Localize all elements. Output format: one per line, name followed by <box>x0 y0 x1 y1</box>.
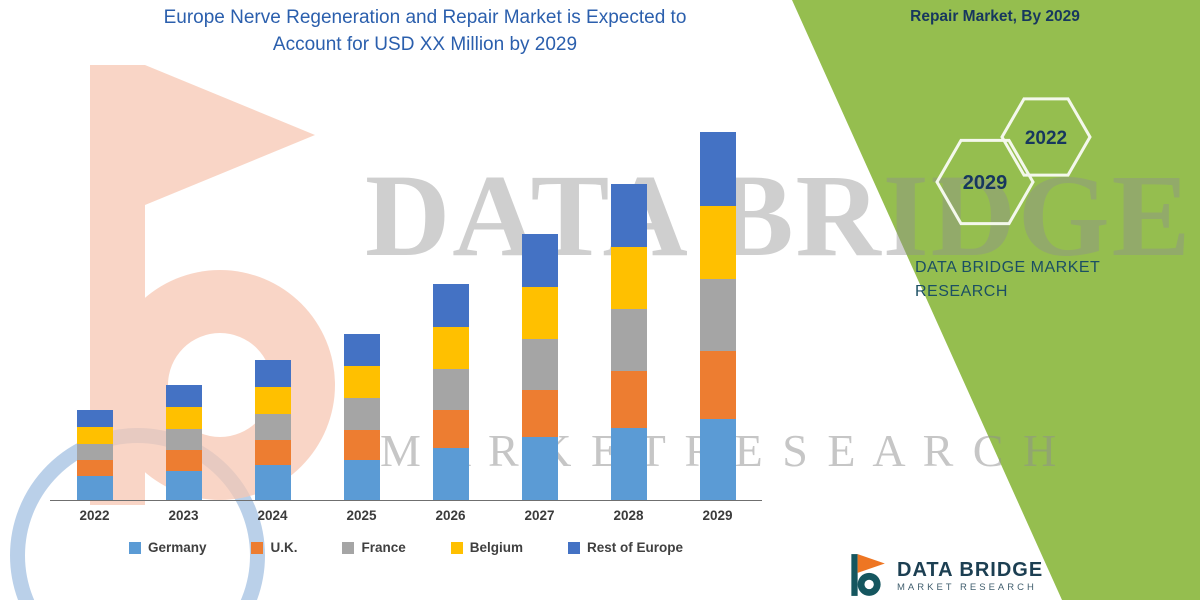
bar-segment-belgium-2029 <box>699 205 736 280</box>
bar-segment-france-2028 <box>610 309 647 372</box>
bar-segment-belgium-2026 <box>432 327 469 370</box>
bar-segment-rest-of-europe-2023 <box>165 384 202 407</box>
footer-logo-brand: DATA BRIDGE <box>897 558 1044 581</box>
bar-2029 <box>699 132 736 500</box>
legend-item-germany: Germany <box>128 540 207 555</box>
footer-logo-b-icon <box>851 554 885 596</box>
bar-2024 <box>254 359 291 500</box>
watermark-brand-text: DATA BRIDGE <box>365 150 1193 281</box>
bar-2026 <box>432 284 469 500</box>
x-axis-label-2027: 2027 <box>524 508 555 523</box>
bar-2028 <box>610 184 647 500</box>
footer-logo-pennant <box>857 554 885 573</box>
bar-segment-u-k-2022 <box>76 460 113 477</box>
side-panel-brand-line2: RESEARCH <box>915 283 1008 300</box>
bar-segment-u-k-2028 <box>610 371 647 429</box>
bar-segment-u-k-2027 <box>521 389 558 438</box>
bar-2025 <box>343 334 380 500</box>
x-axis-label-2024: 2024 <box>257 508 288 523</box>
bar-segment-germany-2029 <box>699 419 736 500</box>
bar-segment-france-2022 <box>76 444 113 461</box>
bar-segment-u-k-2026 <box>432 409 469 449</box>
bar-segment-rest-of-europe-2024 <box>254 359 291 387</box>
chart-legend: Germany U.K. France Belgium Rest of Europe <box>50 540 762 555</box>
bar-segment-belgium-2024 <box>254 386 291 414</box>
bar-segment-germany-2022 <box>76 476 113 500</box>
bar-segment-u-k-2029 <box>699 350 736 420</box>
bar-segment-rest-of-europe-2022 <box>76 409 113 428</box>
legend-item-belgium: Belgium <box>450 540 524 555</box>
side-panel-brand-line1: DATA BRIDGE MARKET <box>915 259 1101 276</box>
legend-label-france: France <box>361 540 406 555</box>
footer-logo-text: DATA BRIDGE MARKET RESEARCH <box>897 558 1043 593</box>
bar-segment-germany-2025 <box>343 459 380 500</box>
legend-item-rest-of-europe: Rest of Europe <box>568 540 683 555</box>
chart-title-line1: Europe Nerve Regeneration and Repair Mar… <box>163 7 687 28</box>
watermark-b-pennant <box>145 65 315 205</box>
bar-segment-u-k-2024 <box>254 440 291 466</box>
bar-segment-france-2024 <box>254 413 291 441</box>
year-hexagons: 2022 2029 <box>935 97 1092 226</box>
legend-label-germany: Germany <box>147 540 207 555</box>
bar-segment-rest-of-europe-2025 <box>343 334 380 366</box>
hexagon-2029-label: 2029 <box>963 172 1008 194</box>
bar-segment-belgium-2022 <box>76 427 113 445</box>
footer-logo: DATA BRIDGE MARKET RESEARCH <box>845 552 1043 598</box>
bar-segment-france-2025 <box>343 397 380 431</box>
legend-swatch-belgium <box>450 541 463 554</box>
x-axis-label-2028: 2028 <box>613 508 644 523</box>
legend-swatch-france <box>342 541 355 554</box>
bar-segment-u-k-2023 <box>165 450 202 471</box>
hexagon-2029 <box>935 138 1035 226</box>
bar-2023 <box>165 384 202 500</box>
side-panel-title: Repair Market, By 2029 <box>910 8 1080 25</box>
x-axis-label-2025: 2025 <box>346 508 377 523</box>
footer-logo-sub: MARKET RESEARCH <box>897 581 1037 593</box>
bar-segment-germany-2026 <box>432 448 469 500</box>
bar-segment-rest-of-europe-2027 <box>521 234 558 287</box>
bar-segment-rest-of-europe-2026 <box>432 284 469 328</box>
bar-segment-france-2026 <box>432 369 469 410</box>
legend-item-u-k: U.K. <box>251 540 297 555</box>
bar-segment-belgium-2025 <box>343 365 380 398</box>
bar-segment-france-2023 <box>165 428 202 451</box>
chart-title: Europe Nerve Regeneration and Repair Mar… <box>75 4 775 58</box>
footer-logo-stem <box>851 554 858 596</box>
bar-segment-belgium-2028 <box>610 246 647 310</box>
x-axis-label-2029: 2029 <box>702 508 733 523</box>
bar-segment-germany-2028 <box>610 428 647 500</box>
bar-segment-germany-2023 <box>165 470 202 500</box>
legend-label-belgium: Belgium <box>469 540 524 555</box>
bar-segment-germany-2024 <box>254 465 291 500</box>
legend-swatch-u-k <box>251 541 264 554</box>
chart-title-line2: Account for USD XX Million by 2029 <box>272 34 578 55</box>
legend-item-france: France <box>342 540 406 555</box>
bar-segment-u-k-2025 <box>343 430 380 460</box>
legend-swatch-rest-of-europe <box>568 541 581 554</box>
bar-segment-france-2029 <box>699 279 736 351</box>
x-axis-label-2026: 2026 <box>435 508 466 523</box>
hexagon-2022-label: 2022 <box>1025 128 1067 149</box>
side-panel-brand: DATA BRIDGE MARKET RESEARCH <box>915 256 1135 304</box>
bar-segment-belgium-2023 <box>165 406 202 429</box>
bar-segment-germany-2027 <box>521 437 558 500</box>
footer-logo-bowl-hole <box>864 579 874 590</box>
bar-2022 <box>76 409 113 500</box>
bar-segment-belgium-2027 <box>521 286 558 339</box>
bar-segment-rest-of-europe-2029 <box>699 132 736 206</box>
x-axis-label-2023: 2023 <box>168 508 199 523</box>
bar-segment-france-2027 <box>521 338 558 390</box>
legend-label-u-k: U.K. <box>270 540 298 555</box>
legend-swatch-germany <box>128 541 141 554</box>
bar-segment-rest-of-europe-2028 <box>610 184 647 247</box>
legend-label-rest-of-europe: Rest of Europe <box>587 540 684 555</box>
hexagon-2022 <box>1000 97 1092 177</box>
bar-chart: 2022 2023 2024 2025 2026 2027 2028 2029 <box>50 110 762 523</box>
bar-2027 <box>521 234 558 500</box>
x-axis-label-2022: 2022 <box>79 508 110 523</box>
